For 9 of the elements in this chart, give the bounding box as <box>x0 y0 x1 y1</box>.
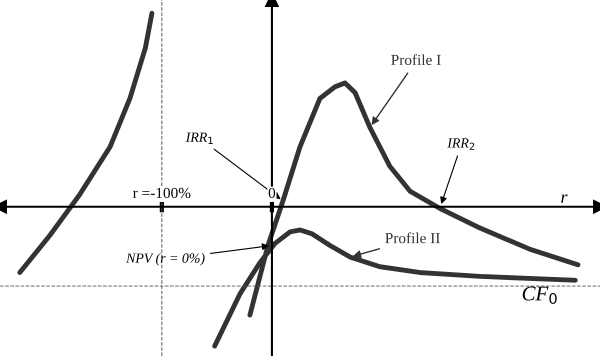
text: Profile I <box>391 54 441 66</box>
series-label: Profile II <box>385 232 440 244</box>
annotation: IRR$_{2}$ <box>447 138 474 150</box>
x-tick-label: 0 <box>268 188 276 198</box>
annotation: NPV (r = 0%) <box>126 253 205 266</box>
x-axis-title: r <box>561 194 568 203</box>
ref-line-label: CF$_{0}$ <box>522 286 557 304</box>
x-tick-label: r =-100% <box>133 188 190 198</box>
annotation: IRR$_{1}$ <box>186 132 213 144</box>
